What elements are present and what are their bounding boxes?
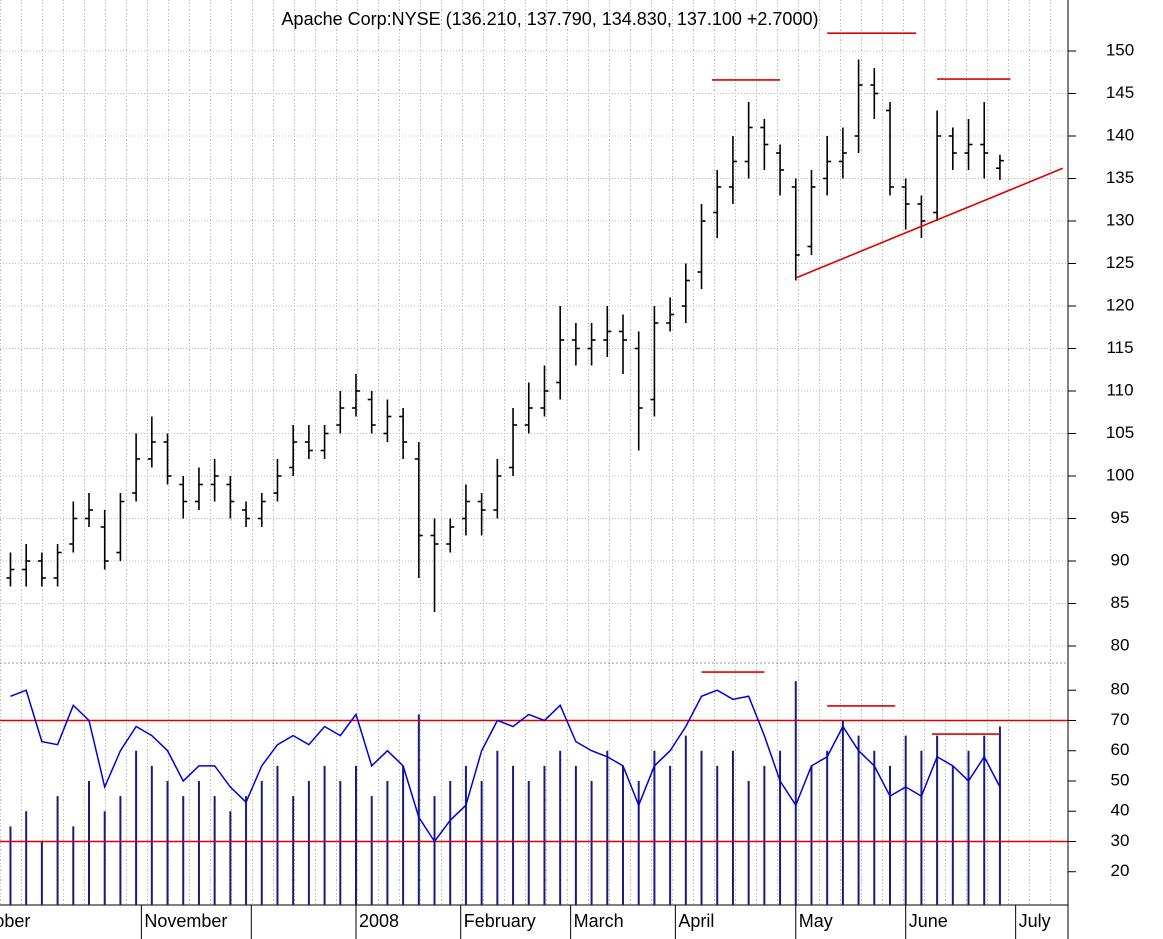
y-tick-label: 30: [1111, 831, 1130, 850]
x-tick-label: May: [799, 911, 833, 931]
x-tick-label: March: [574, 911, 624, 931]
chart-title: Apache Corp:NYSE (136.210, 137.790, 134.…: [282, 9, 819, 29]
x-tick-label: June: [909, 911, 948, 931]
y-tick-label: 135: [1106, 168, 1134, 187]
y-tick-label: 105: [1106, 423, 1134, 442]
x-tick-label: July: [1019, 911, 1051, 931]
y-tick-label: 120: [1106, 295, 1134, 314]
y-tick-label: 20: [1111, 861, 1130, 880]
y-tick-label: 90: [1111, 550, 1130, 569]
y-tick-label: 145: [1106, 83, 1134, 102]
y-tick-label: 110: [1106, 380, 1133, 399]
y-tick-label: 80: [1111, 635, 1130, 654]
y-tick-label: 70: [1111, 710, 1130, 729]
x-tick-label: October: [0, 911, 30, 931]
rsi-line: [10, 689, 1001, 843]
x-tick-label: April: [678, 911, 714, 931]
annotation-line: [795, 167, 1064, 279]
y-tick-label: 130: [1106, 210, 1134, 229]
y-tick-label: 140: [1106, 125, 1134, 144]
y-tick-label: 115: [1106, 338, 1133, 357]
y-tick-label: 60: [1111, 740, 1130, 759]
y-tick-label: 80: [1111, 680, 1130, 699]
y-tick-label: 100: [1106, 465, 1134, 484]
y-tick-label: 85: [1111, 593, 1130, 612]
y-tick-label: 40: [1111, 801, 1130, 820]
x-tick-label: February: [464, 911, 536, 931]
y-tick-label: 125: [1106, 253, 1134, 272]
y-tick-label: 50: [1111, 770, 1130, 789]
x-tick-label: 2008: [359, 911, 399, 931]
y-tick-label: 95: [1111, 508, 1130, 527]
x-tick-label: November: [144, 911, 227, 931]
y-tick-label: 150: [1106, 40, 1134, 59]
plot-area: October: [0, 32, 1068, 931]
